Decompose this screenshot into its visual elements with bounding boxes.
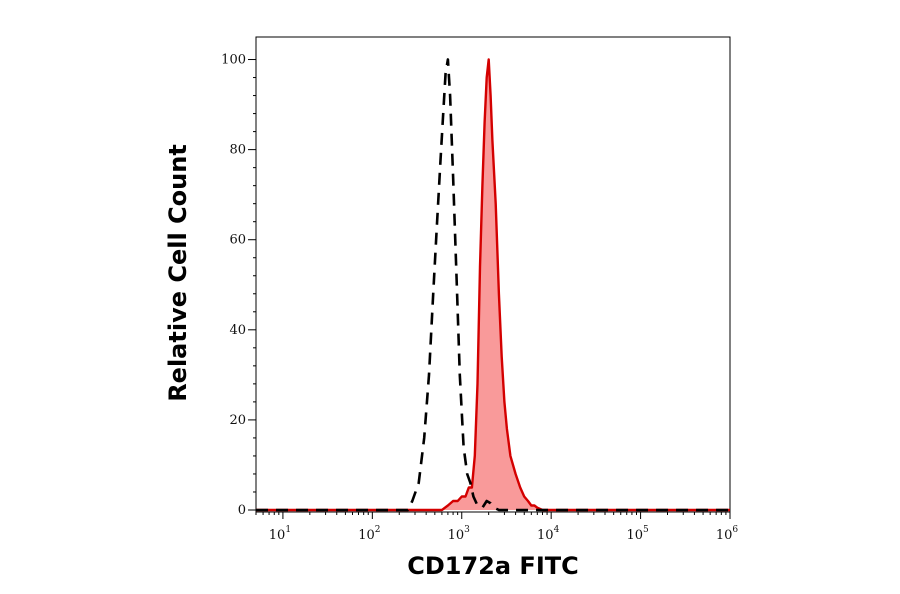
x-tick-exponent: 1 — [285, 525, 291, 535]
y-tick-label: 0 — [238, 503, 246, 518]
x-tick-label: 103 — [448, 525, 471, 543]
x-tick-label: 106 — [716, 525, 739, 543]
x-tick-label: 102 — [358, 525, 380, 543]
x-axis: 101 102 103 104 105 106 — [255, 512, 739, 543]
series-layer — [256, 58, 730, 512]
y-tick-label: 40 — [229, 323, 246, 338]
x-tick-label: 101 — [269, 525, 291, 543]
y-tick-label: 80 — [229, 143, 246, 158]
x-tick-exponent: 3 — [464, 525, 470, 535]
series-1-line — [256, 58, 730, 512]
x-tick-label: 104 — [537, 525, 560, 543]
x-axis-title: CD172a FITC — [407, 552, 579, 580]
y-axis-title: Relative Cell Count — [164, 144, 192, 402]
x-tick-exponent: 2 — [375, 525, 381, 535]
y-tick-label: 20 — [229, 413, 246, 428]
x-tick-label: 105 — [626, 525, 649, 543]
x-tick-exponent: 4 — [554, 525, 560, 535]
y-tick-label: 100 — [221, 53, 246, 68]
x-tick-exponent: 5 — [643, 525, 649, 535]
y-axis: 0 20 40 60 80 100 — [221, 53, 256, 518]
y-tick-label: 60 — [229, 233, 246, 248]
x-tick-exponent: 6 — [732, 525, 738, 535]
series-1-area — [256, 59, 730, 510]
series-0-line — [256, 58, 730, 512]
